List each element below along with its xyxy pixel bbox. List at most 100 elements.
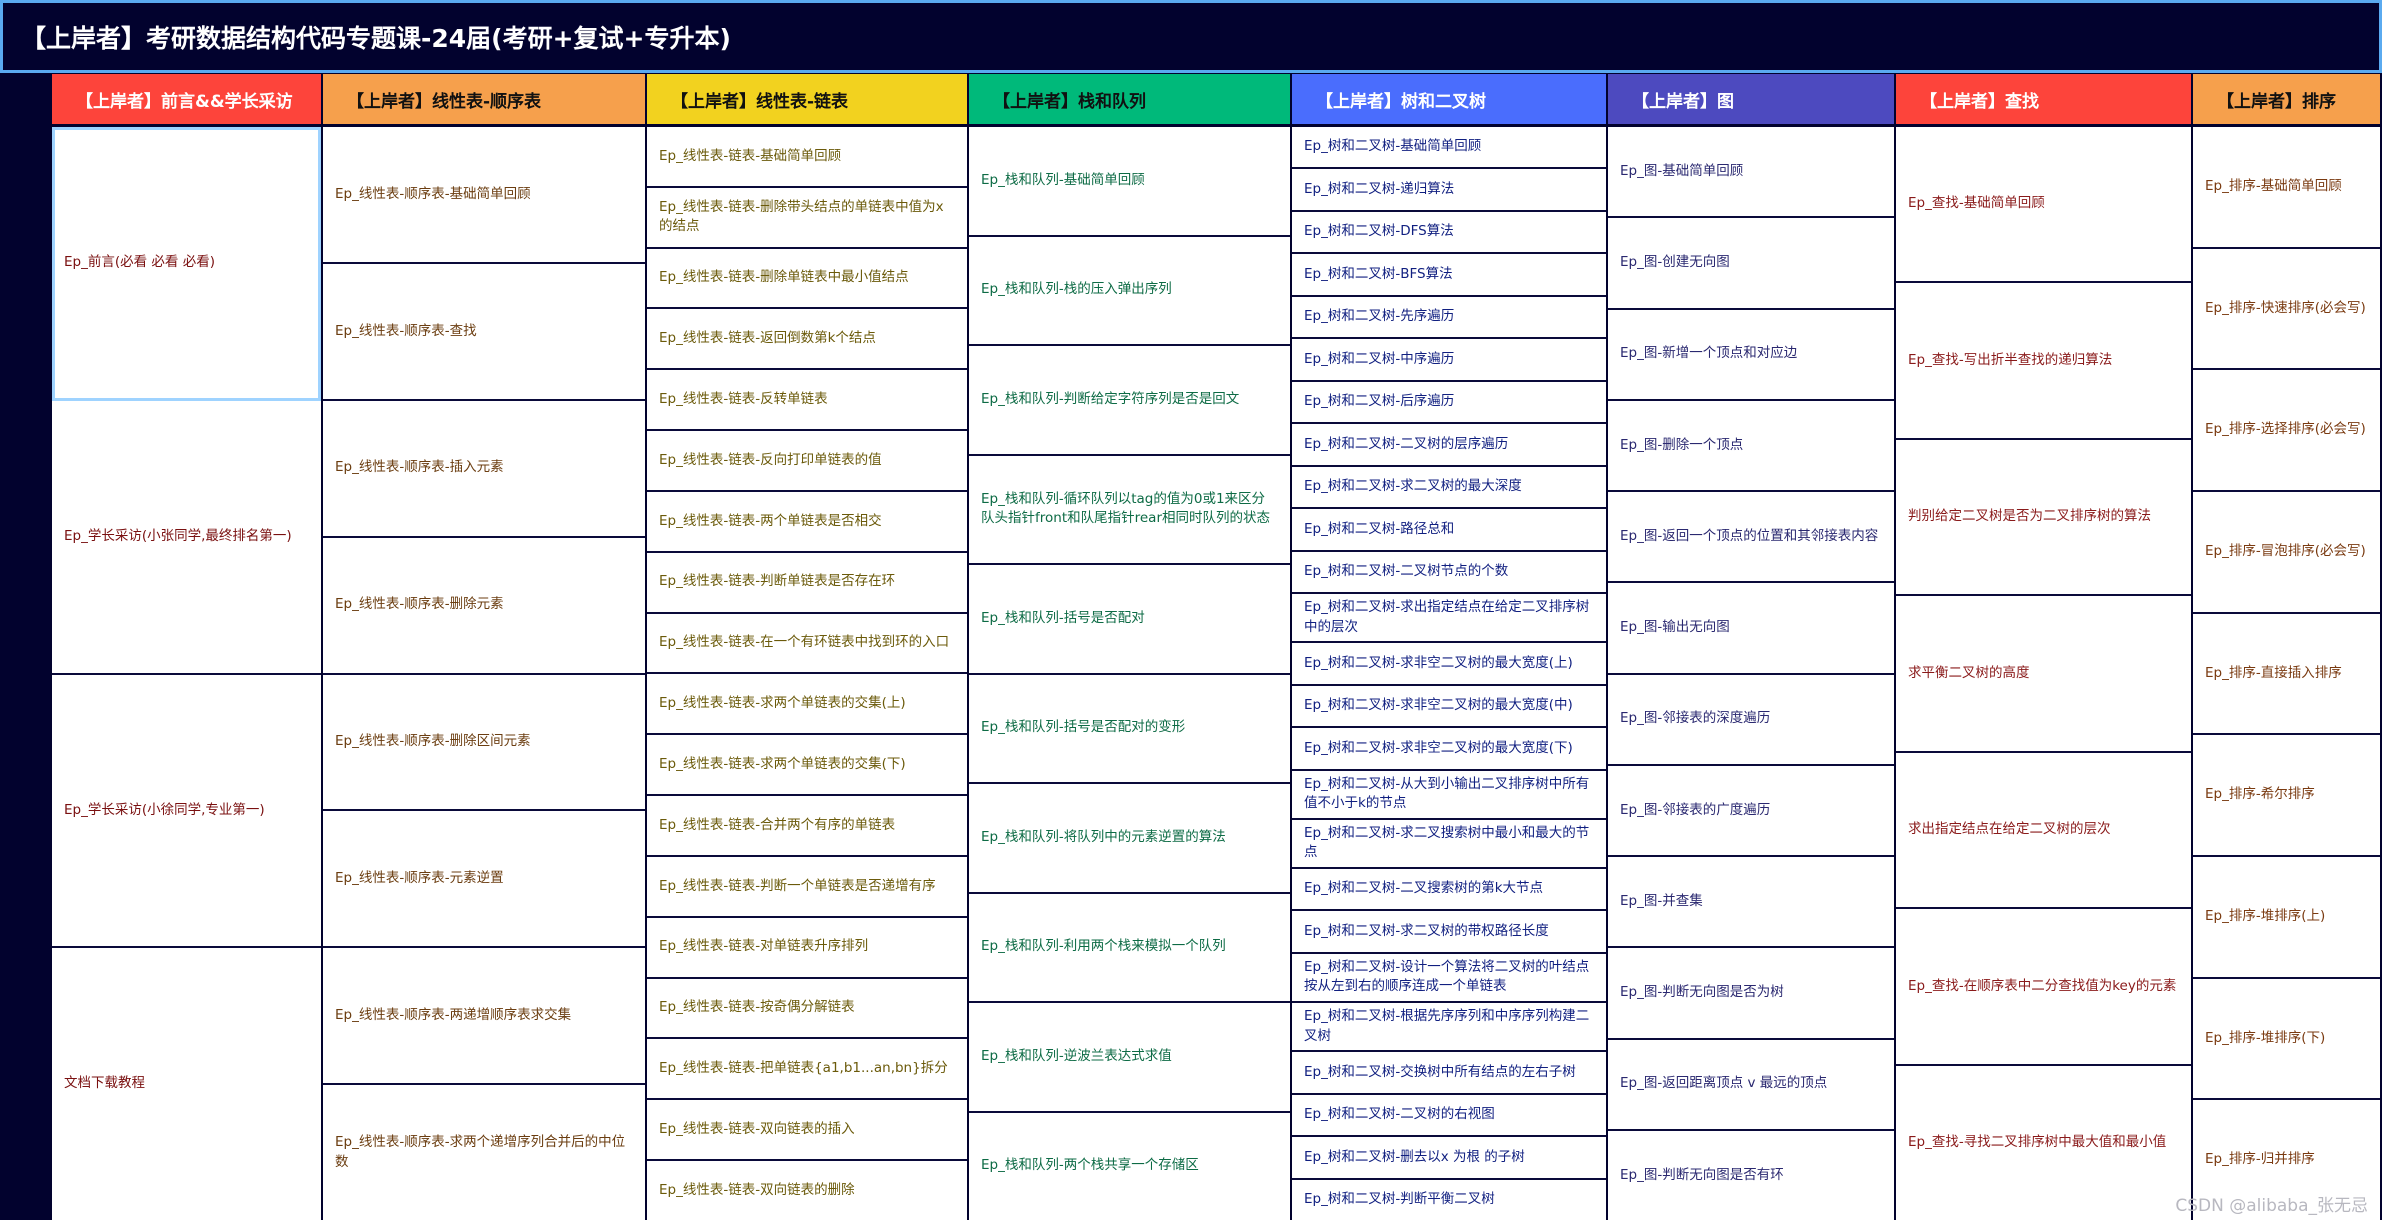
lesson-link[interactable]: Ep_树和二叉树-DFS算法 xyxy=(1292,211,1606,255)
lesson-link[interactable]: Ep_线性表-链表-反向打印单链表的值 xyxy=(647,431,967,492)
lesson-link[interactable]: 判别给定二叉树是否为二叉排序树的算法 xyxy=(1896,439,2191,597)
lesson-link[interactable]: Ep_图-基础简单回顾 xyxy=(1608,127,1894,219)
lesson-link[interactable]: Ep_线性表-链表-返回倒数第k个结点 xyxy=(647,309,967,371)
lesson-link[interactable]: Ep_树和二叉树-二叉树的右视图 xyxy=(1292,1094,1606,1138)
lesson-link[interactable]: Ep_排序-基础简单回顾 xyxy=(2193,127,2380,249)
lesson-link[interactable]: Ep_树和二叉树-求二叉树的最大深度 xyxy=(1292,466,1606,510)
lesson-link[interactable]: Ep_查找-寻找二叉排序树中最大值和最小值 xyxy=(1896,1065,2191,1220)
lesson-link[interactable]: Ep_前言(必看 必看 必看) xyxy=(52,127,321,401)
lesson-link[interactable]: Ep_树和二叉树-中序遍历 xyxy=(1292,339,1606,382)
lesson-link[interactable]: Ep_树和二叉树-交换树中所有结点的左右子树 xyxy=(1292,1052,1606,1095)
lesson-link[interactable]: Ep_栈和队列-判断给定字符序列是否是回文 xyxy=(969,346,1290,456)
lesson-link[interactable]: Ep_树和二叉树-递归算法 xyxy=(1292,169,1606,212)
column-header: 【上岸者】树和二叉树 xyxy=(1292,74,1606,127)
lesson-link[interactable]: Ep_图-返回一个顶点的位置和其邻接表内容 xyxy=(1608,492,1894,584)
lesson-link[interactable]: Ep_树和二叉树-求非空二叉树的最大宽度(上) xyxy=(1292,643,1606,686)
lesson-link[interactable]: Ep_栈和队列-栈的压入弹出序列 xyxy=(969,236,1290,346)
lesson-link[interactable]: Ep_树和二叉树-先序遍历 xyxy=(1292,296,1606,340)
lesson-link[interactable]: Ep_栈和队列-利用两个栈来模拟一个队列 xyxy=(969,893,1290,1003)
lesson-link[interactable]: Ep_线性表-链表-基础简单回顾 xyxy=(647,127,967,188)
column-6: 【上岸者】查找 Ep_查找-基础简单回顾 Ep_查找-写出折半查找的递归算法 判别给定… xyxy=(1896,74,2193,1220)
lesson-link[interactable]: 文档下载教程 xyxy=(52,948,321,1220)
lesson-link[interactable]: Ep_线性表-链表-合并两个有序的单链表 xyxy=(647,796,967,857)
column-cells: Ep_树和二叉树-基础简单回顾 Ep_树和二叉树-递归算法 Ep_树和二叉树-DFS… xyxy=(1292,127,1606,1220)
lesson-link[interactable]: 求出指定结点在给定二叉树的层次 xyxy=(1896,752,2191,910)
lesson-link[interactable]: Ep_图-创建无向图 xyxy=(1608,218,1894,310)
lesson-link[interactable]: Ep_图-返回距离顶点 v 最远的顶点 xyxy=(1608,1039,1894,1131)
lesson-link[interactable]: Ep_线性表-链表-判断一个单链表是否递增有序 xyxy=(647,856,967,918)
lesson-link[interactable]: Ep_树和二叉树-二叉树节点的个数 xyxy=(1292,551,1606,595)
lesson-link[interactable]: Ep_学长采访(小徐同学,专业第一) xyxy=(52,674,321,949)
lesson-link[interactable]: Ep_学长采访(小张同学,最终排名第一) xyxy=(52,400,321,675)
lesson-link[interactable]: Ep_树和二叉树-根据先序序列和中序序列构建二叉树 xyxy=(1292,1003,1606,1053)
lesson-link[interactable]: Ep_线性表-链表-删除带头结点的单链表中值为x的结点 xyxy=(647,187,967,249)
lesson-link[interactable]: Ep_图-删除一个顶点 xyxy=(1608,400,1894,492)
lesson-link[interactable]: Ep_树和二叉树-二叉搜索树的第k大节点 xyxy=(1292,868,1606,912)
lesson-link[interactable]: Ep_树和二叉树-求二叉搜索树中最小和最大的节点 xyxy=(1292,819,1606,869)
lesson-link[interactable]: Ep_树和二叉树-求二叉树的带权路径长度 xyxy=(1292,911,1606,954)
lesson-link[interactable]: Ep_图-判断无向图是否为树 xyxy=(1608,948,1894,1040)
lesson-link[interactable]: Ep_线性表-链表-两个单链表是否相交 xyxy=(647,491,967,553)
lesson-link[interactable]: Ep_树和二叉树-基础简单回顾 xyxy=(1292,127,1606,170)
lesson-link[interactable]: Ep_栈和队列-基础简单回顾 xyxy=(969,127,1290,237)
lesson-link[interactable]: Ep_线性表-链表-按奇偶分解链表 xyxy=(647,978,967,1040)
lesson-link[interactable]: Ep_栈和队列-括号是否配对的变形 xyxy=(969,674,1290,784)
lesson-link[interactable]: Ep_图-并查集 xyxy=(1608,857,1894,949)
lesson-link[interactable]: Ep_栈和队列-两个栈共享一个存储区 xyxy=(969,1112,1290,1220)
lesson-link[interactable]: Ep_线性表-顺序表-插入元素 xyxy=(323,400,645,538)
lesson-link[interactable]: Ep_查找-在顺序表中二分查找值为key的元素 xyxy=(1896,909,2191,1066)
lesson-link[interactable]: Ep_线性表-顺序表-求两个递增序列合并后的中位数 xyxy=(323,1085,645,1220)
lesson-link[interactable]: Ep_线性表-链表-删除单链表中最小值结点 xyxy=(647,248,967,310)
lesson-link[interactable]: Ep_排序-堆排序(上) xyxy=(2193,857,2380,979)
lesson-link[interactable]: Ep_排序-直接插入排序 xyxy=(2193,613,2380,736)
lesson-link[interactable]: Ep_排序-归并排序 xyxy=(2193,1100,2380,1220)
lesson-link[interactable]: Ep_线性表-顺序表-删除元素 xyxy=(323,537,645,675)
lesson-link[interactable]: Ep_栈和队列-将队列中的元素逆置的算法 xyxy=(969,784,1290,894)
lesson-link[interactable]: Ep_线性表-链表-求两个单链表的交集(上) xyxy=(647,674,967,736)
lesson-link[interactable]: Ep_线性表-链表-反转单链表 xyxy=(647,370,967,432)
lesson-link[interactable]: Ep_树和二叉树-BFS算法 xyxy=(1292,254,1606,297)
lesson-link[interactable]: Ep_图-邻接表的深度遍历 xyxy=(1608,674,1894,766)
lesson-link[interactable]: Ep_排序-希尔排序 xyxy=(2193,735,2380,858)
lesson-link[interactable]: Ep_线性表-链表-在一个有环链表中找到环的入口 xyxy=(647,613,967,675)
lesson-link[interactable]: Ep_图-邻接表的广度遍历 xyxy=(1608,765,1894,857)
lesson-link[interactable]: Ep_图-输出无向图 xyxy=(1608,583,1894,675)
lesson-link[interactable]: Ep_栈和队列-逆波兰表达式求值 xyxy=(969,1003,1290,1113)
lesson-link[interactable]: Ep_线性表-顺序表-元素逆置 xyxy=(323,811,645,949)
lesson-link[interactable]: Ep_线性表-顺序表-基础简单回顾 xyxy=(323,127,645,264)
lesson-link[interactable]: Ep_图-新增一个顶点和对应边 xyxy=(1608,309,1894,401)
lesson-link[interactable]: Ep_树和二叉树-设计一个算法将二叉树的叶结点按从左到右的顺序连成一个单链表 xyxy=(1292,953,1606,1003)
lesson-link[interactable]: Ep_线性表-顺序表-查找 xyxy=(323,263,645,401)
lesson-link[interactable]: Ep_线性表-链表-求两个单链表的交集(下) xyxy=(647,735,967,797)
lesson-link[interactable]: Ep_线性表-链表-双向链表的删除 xyxy=(647,1161,967,1220)
lesson-link[interactable]: Ep_图-判断无向图是否有环 xyxy=(1608,1130,1894,1220)
lesson-link[interactable]: Ep_树和二叉树-求非空二叉树的最大宽度(中) xyxy=(1292,685,1606,729)
lesson-link[interactable]: Ep_线性表-链表-把单链表{a1,b1...an,bn}拆分 xyxy=(647,1039,967,1101)
lesson-link[interactable]: Ep_线性表-链表-双向链表的插入 xyxy=(647,1100,967,1162)
lesson-link[interactable]: Ep_排序-堆排序(下) xyxy=(2193,978,2380,1101)
lesson-link[interactable]: Ep_树和二叉树-从大到小输出二叉排序树中所有值不小于k的节点 xyxy=(1292,770,1606,820)
lesson-link[interactable]: Ep_树和二叉树-求非空二叉树的最大宽度(下) xyxy=(1292,728,1606,771)
lesson-link[interactable]: Ep_栈和队列-括号是否配对 xyxy=(969,565,1290,675)
lesson-link[interactable]: Ep_树和二叉树-二叉树的层序遍历 xyxy=(1292,424,1606,467)
lesson-link[interactable]: Ep_线性表-顺序表-两递增顺序表求交集 xyxy=(323,948,645,1086)
lesson-link[interactable]: Ep_树和二叉树-求出指定结点在给定二叉排序树中的层次 xyxy=(1292,594,1606,644)
lesson-link[interactable]: Ep_线性表-顺序表-删除区间元素 xyxy=(323,674,645,812)
page-title: 【上岸者】考研数据结构代码专题课-24届(考研+复试+专升本) xyxy=(0,0,2382,73)
lesson-link[interactable]: Ep_栈和队列-循环队列以tag的值为0或1来区分队头指针front和队尾指针r… xyxy=(969,455,1290,565)
lesson-link[interactable]: Ep_树和二叉树-路径总和 xyxy=(1292,509,1606,552)
column-cells: Ep_查找-基础简单回顾 Ep_查找-写出折半查找的递归算法 判别给定二叉树是否为二… xyxy=(1896,127,2191,1220)
lesson-link[interactable]: Ep_查找-基础简单回顾 xyxy=(1896,127,2191,284)
lesson-link[interactable]: Ep_线性表-链表-判断单链表是否存在环 xyxy=(647,552,967,614)
lesson-link[interactable]: 求平衡二叉树的高度 xyxy=(1896,596,2191,753)
lesson-link[interactable]: Ep_树和二叉树-后序遍历 xyxy=(1292,381,1606,425)
lesson-link[interactable]: Ep_排序-冒泡排序(必会写) xyxy=(2193,492,2380,614)
column-7: 【上岸者】排序 Ep_排序-基础简单回顾 Ep_排序-快速排序(必会写) Ep_排序-… xyxy=(2193,74,2380,1220)
lesson-link[interactable]: Ep_线性表-链表-对单链表升序排列 xyxy=(647,917,967,979)
lesson-link[interactable]: Ep_排序-快速排序(必会写) xyxy=(2193,248,2380,371)
column-header: 【上岸者】线性表-链表 xyxy=(647,74,967,127)
lesson-link[interactable]: Ep_树和二叉树-判断平衡二叉树 xyxy=(1292,1179,1606,1220)
lesson-link[interactable]: Ep_查找-写出折半查找的递归算法 xyxy=(1896,283,2191,440)
lesson-link[interactable]: Ep_树和二叉树-删去以x 为根 的子树 xyxy=(1292,1137,1606,1180)
lesson-link[interactable]: Ep_排序-选择排序(必会写) xyxy=(2193,370,2380,493)
